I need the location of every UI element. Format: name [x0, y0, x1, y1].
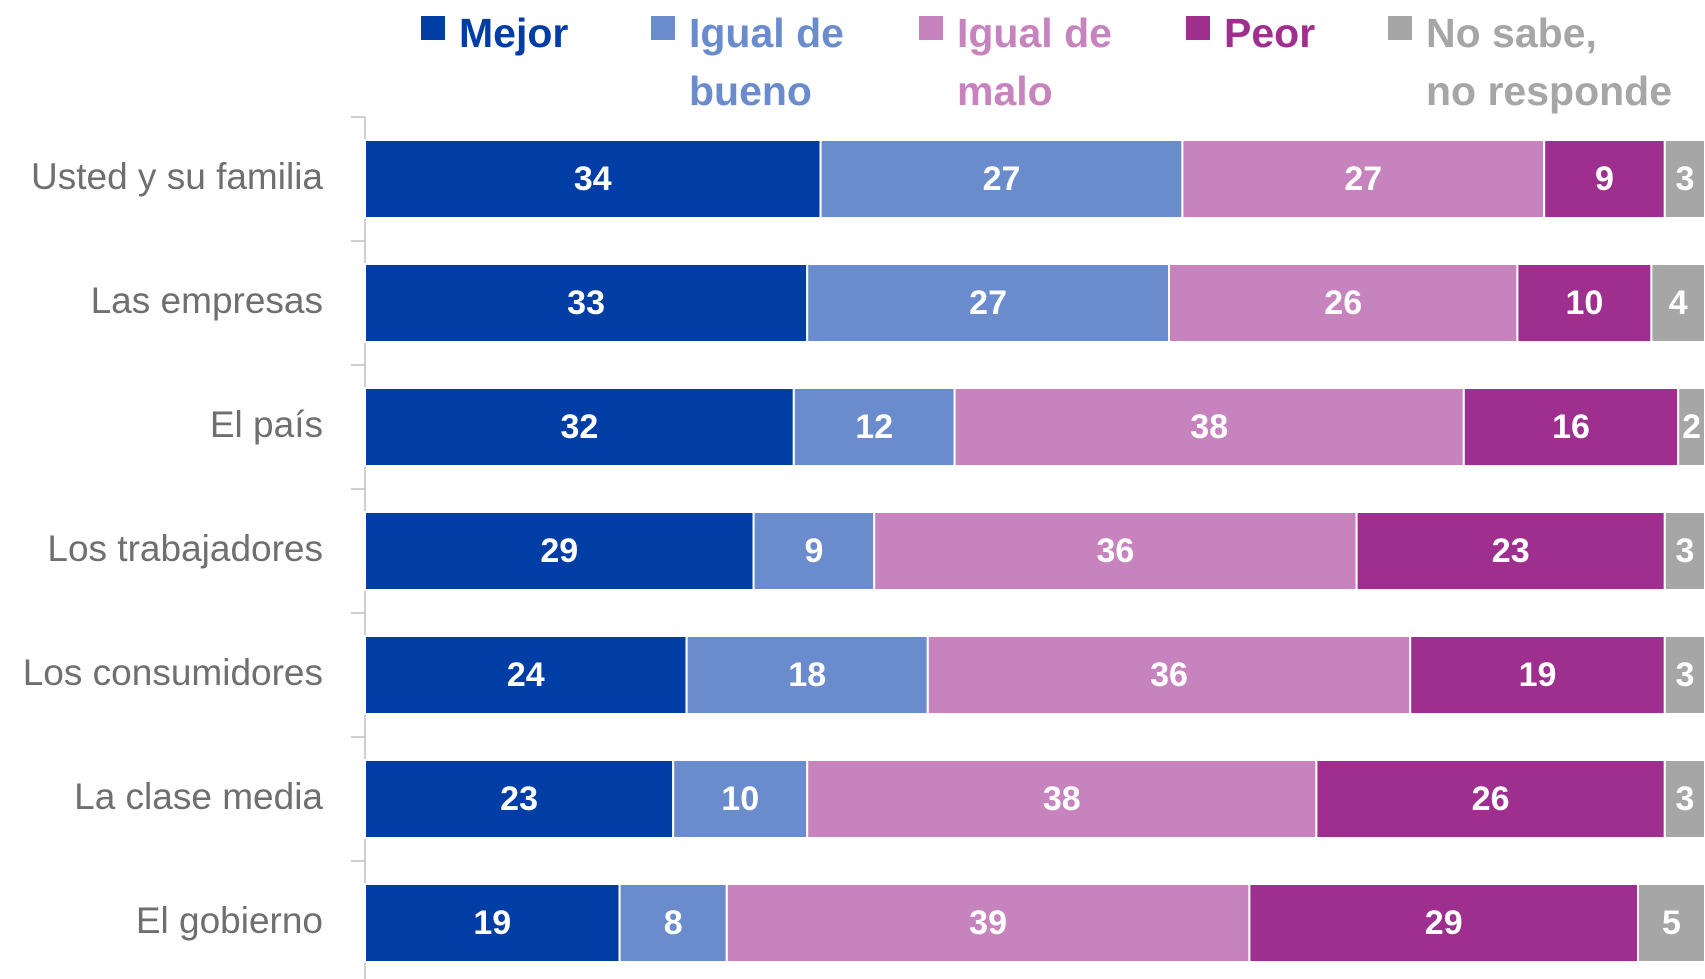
- bar-segment: [926, 635, 1412, 715]
- legend-label: Mejor: [459, 10, 569, 56]
- bar-segment: [1637, 883, 1705, 963]
- bar-segment: [819, 139, 1184, 219]
- legend-swatch: [919, 16, 943, 40]
- legend-label: Peor: [1224, 10, 1316, 56]
- value-label: 39: [969, 904, 1007, 942]
- value-label: 18: [788, 656, 826, 694]
- value-label: 26: [1472, 780, 1510, 818]
- value-label: 38: [1043, 780, 1081, 818]
- value-label: 23: [500, 780, 538, 818]
- bar-segment: [873, 511, 1358, 591]
- bar-segment: [1462, 387, 1680, 467]
- value-label: 2: [1682, 408, 1701, 446]
- value-label: 5: [1662, 904, 1681, 942]
- bar-segment: [1663, 139, 1705, 219]
- bar-segment: [1677, 387, 1705, 467]
- bar-segment: [364, 139, 822, 219]
- value-label: 27: [1344, 160, 1382, 198]
- bar-segment: [364, 387, 795, 467]
- legend-swatch: [421, 16, 445, 40]
- category-label: Usted y su familia: [31, 156, 323, 197]
- value-label: 19: [473, 904, 511, 942]
- bar-segment: [1248, 883, 1640, 963]
- value-label: 16: [1552, 408, 1590, 446]
- value-label: 10: [1565, 284, 1603, 322]
- category-label: Las empresas: [91, 280, 323, 321]
- bar-segment: [364, 883, 621, 963]
- value-label: 3: [1675, 532, 1694, 570]
- legend-label: Igual de malo: [957, 10, 1112, 114]
- value-label: 27: [969, 284, 1007, 322]
- value-label: 3: [1675, 780, 1694, 818]
- bar-segment: [953, 387, 1465, 467]
- bar-segment: [1409, 635, 1666, 715]
- value-label: 19: [1519, 656, 1557, 694]
- bar-segment: [792, 387, 956, 467]
- value-label: 32: [560, 408, 598, 446]
- category-label: La clase media: [74, 776, 323, 817]
- bar-segment: [364, 263, 809, 343]
- category-label: El país: [210, 404, 323, 445]
- value-label: 27: [983, 160, 1021, 198]
- value-label: 4: [1669, 284, 1688, 322]
- value-label: 36: [1096, 532, 1134, 570]
- value-label: 3: [1675, 656, 1694, 694]
- bar-segment: [364, 635, 688, 715]
- bar-segment: [806, 263, 1170, 343]
- legend-swatch: [1388, 16, 1412, 40]
- value-label: 26: [1324, 284, 1362, 322]
- value-label: 3: [1675, 160, 1694, 198]
- legend-label: Igual de bueno: [689, 10, 844, 114]
- legend-swatch: [1186, 16, 1210, 40]
- bar-segment: [1663, 511, 1705, 591]
- legend-label: No sabe, no responde: [1426, 10, 1673, 114]
- category-label: Los trabajadores: [47, 528, 323, 569]
- bar-segment: [752, 511, 876, 591]
- category-label: El gobierno: [136, 900, 323, 941]
- value-label: 29: [1425, 904, 1463, 942]
- bar-segment: [1168, 263, 1519, 343]
- bar-segment: [1355, 511, 1666, 591]
- bar-segment: [806, 759, 1318, 839]
- bar-segment: [1663, 759, 1705, 839]
- value-label: 38: [1190, 408, 1228, 446]
- value-label: 33: [567, 284, 605, 322]
- value-label: 9: [1595, 160, 1614, 198]
- bar-segment: [364, 759, 675, 839]
- bar-segment: [672, 759, 809, 839]
- bar-segment: [1650, 263, 1705, 343]
- value-label: 24: [507, 656, 545, 694]
- value-label: 10: [721, 780, 759, 818]
- value-label: 9: [804, 532, 823, 570]
- legend-swatch: [651, 16, 675, 40]
- value-label: 8: [664, 904, 683, 942]
- bar-segment: [1663, 635, 1705, 715]
- value-label: 23: [1492, 532, 1530, 570]
- value-label: 29: [540, 532, 578, 570]
- value-label: 34: [574, 160, 612, 198]
- bar-segment: [364, 511, 755, 591]
- bar-segment: [685, 635, 929, 715]
- value-label: 12: [855, 408, 893, 446]
- bar-segment: [618, 883, 728, 963]
- category-label: Los consumidores: [23, 652, 323, 693]
- value-label: 36: [1150, 656, 1188, 694]
